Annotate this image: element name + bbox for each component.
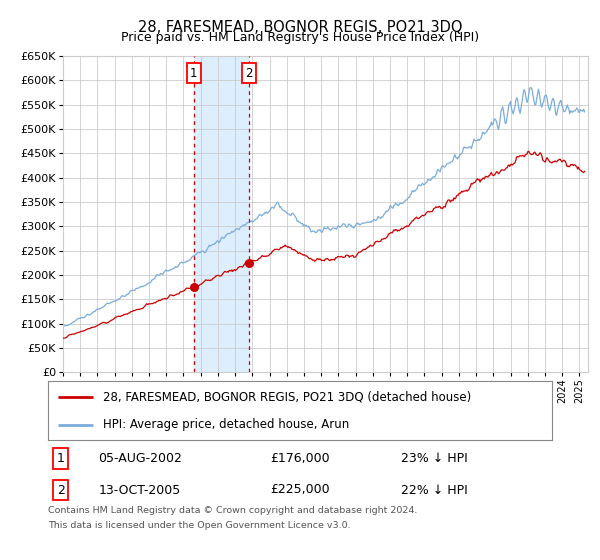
Text: 1: 1	[190, 67, 197, 80]
Bar	[194, 56, 248, 372]
Text: 28, FARESMEAD, BOGNOR REGIS, PO21 3DQ (detached house): 28, FARESMEAD, BOGNOR REGIS, PO21 3DQ (d…	[103, 391, 472, 404]
Text: 28, FARESMEAD, BOGNOR REGIS, PO21 3DQ: 28, FARESMEAD, BOGNOR REGIS, PO21 3DQ	[138, 20, 462, 35]
Text: Price paid vs. HM Land Registry's House Price Index (HPI): Price paid vs. HM Land Registry's House …	[121, 31, 479, 44]
Text: 2: 2	[56, 483, 65, 497]
Text: 13-OCT-2005: 13-OCT-2005	[98, 483, 181, 497]
Text: 23% ↓ HPI: 23% ↓ HPI	[401, 452, 467, 465]
Text: This data is licensed under the Open Government Licence v3.0.: This data is licensed under the Open Gov…	[48, 521, 350, 530]
Text: 1: 1	[56, 452, 65, 465]
Text: £176,000: £176,000	[270, 452, 329, 465]
Text: HPI: Average price, detached house, Arun: HPI: Average price, detached house, Arun	[103, 418, 350, 431]
Text: 22% ↓ HPI: 22% ↓ HPI	[401, 483, 467, 497]
Text: 05-AUG-2002: 05-AUG-2002	[98, 452, 182, 465]
Text: 2: 2	[245, 67, 253, 80]
Text: Contains HM Land Registry data © Crown copyright and database right 2024.: Contains HM Land Registry data © Crown c…	[48, 506, 418, 515]
Text: £225,000: £225,000	[270, 483, 329, 497]
